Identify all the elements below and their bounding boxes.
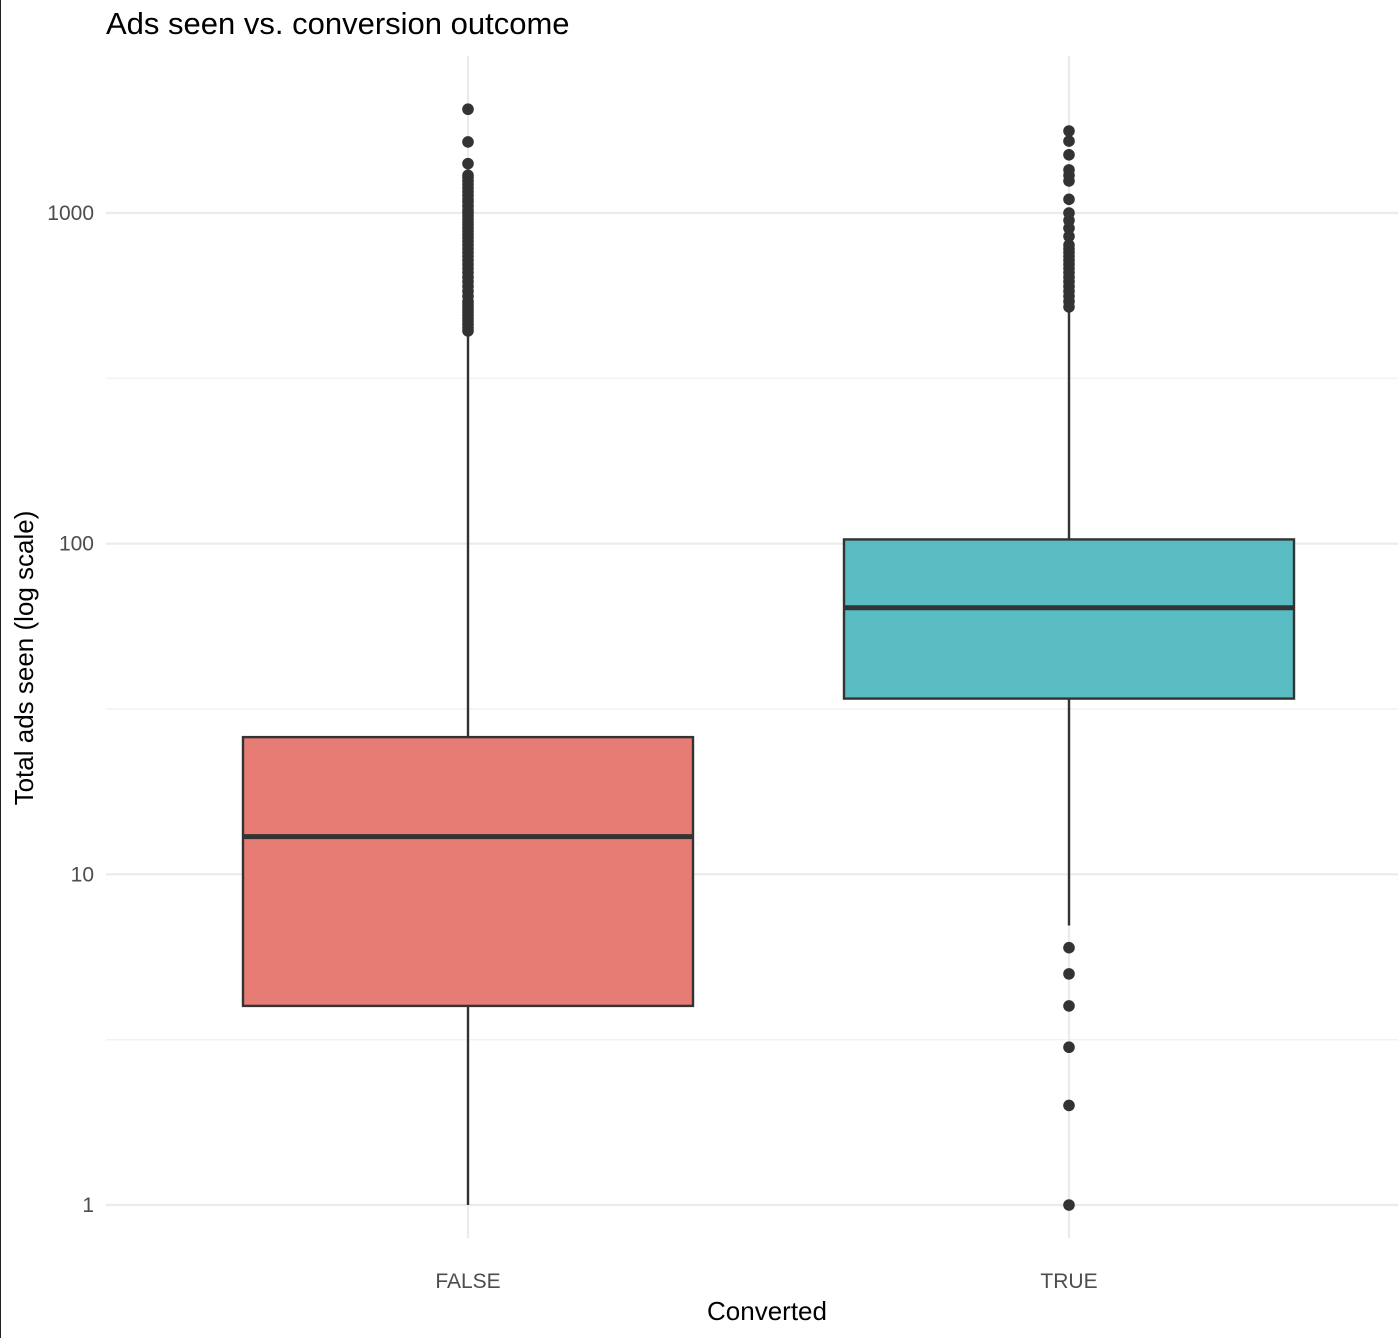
- x-tick-label: TRUE: [1040, 1270, 1097, 1293]
- outlier-point: [1063, 1099, 1075, 1112]
- box-false: [241, 103, 695, 1205]
- outlier-point: [1063, 230, 1075, 243]
- boxes-layer: [241, 103, 1296, 1211]
- outlier-point: [1063, 239, 1075, 251]
- x-tick-labels: FALSE TRUE: [435, 1270, 1097, 1293]
- outlier-point: [1063, 135, 1075, 147]
- outlier-point: [1063, 941, 1075, 954]
- outlier-point: [1063, 125, 1075, 137]
- y-tick-labels: 1 10 100 1000: [47, 202, 94, 1217]
- y-axis-title: Total ads seen (log scale): [9, 511, 39, 806]
- outlier-point: [1063, 207, 1075, 219]
- outlier-point: [462, 136, 474, 148]
- chart-title: Ads seen vs. conversion outcome: [106, 6, 570, 41]
- outlier-point: [462, 103, 474, 116]
- x-tick-label: FALSE: [435, 1270, 500, 1293]
- y-tick-label: 100: [59, 533, 94, 556]
- y-tick-label: 1: [82, 1194, 94, 1217]
- outlier-point: [1063, 1041, 1075, 1054]
- y-tick-label: 1000: [47, 202, 94, 225]
- iqr-box: [842, 538, 1296, 700]
- outlier-point: [1063, 1000, 1075, 1012]
- outlier-point: [1063, 148, 1075, 161]
- y-tick-label: 10: [71, 863, 94, 886]
- x-axis-title: Converted: [707, 1296, 827, 1326]
- outlier-point: [462, 169, 474, 182]
- box-true: [842, 125, 1296, 1211]
- outlier-point: [1063, 1199, 1075, 1211]
- outlier-point: [1063, 164, 1075, 176]
- outlier-point: [1063, 968, 1075, 980]
- outlier-point: [1063, 193, 1075, 206]
- outlier-point: [462, 157, 474, 170]
- iqr-box: [241, 735, 695, 1008]
